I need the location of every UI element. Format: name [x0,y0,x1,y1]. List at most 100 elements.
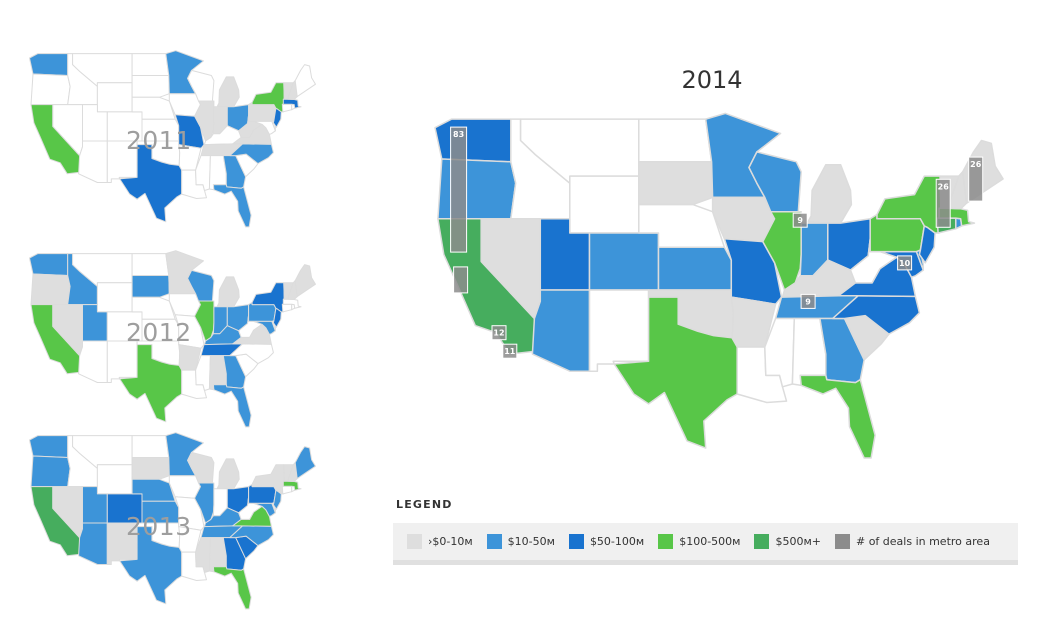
metro-count-san-diego: 11 [504,347,516,356]
state-me [294,264,316,298]
state-ct [281,485,293,495]
state-ms [195,355,211,391]
state-or [30,455,71,488]
legend-label: $100-500м [679,535,741,548]
legend-item-0: ›$0-10м [407,534,473,549]
state-nd [638,118,713,163]
state-ms [195,155,211,191]
legend-title: LEGEND [396,498,453,511]
state-tx [119,144,183,223]
state-ms [764,317,796,388]
state-nm [588,289,650,372]
state-sd [131,75,170,98]
legend-item-2: $50-100м [568,534,645,549]
metro-marker-san-diego: 11 [502,343,518,359]
legend-swatch [407,534,422,549]
metro-count-seattle: 83 [453,130,464,139]
state-sd [131,457,170,480]
state-mi [216,276,240,308]
metro-count-washington-dc: 10 [899,259,911,268]
legend-label: $500м+ [775,535,821,548]
legend-label: $10-50м [507,535,555,548]
legend-swatch [568,534,584,549]
map-2013: 2013 [28,432,318,614]
state-pa [869,213,926,253]
metro-marker-sf-bay [453,266,469,294]
legend-item-1: $10-50м [486,534,555,549]
state-fl [212,384,252,428]
state-ma [282,298,302,309]
legend-label: # of deals in metro area [855,535,990,548]
metro-count-los-angeles: 12 [493,329,504,338]
state-nm [106,340,138,383]
state-pa [248,483,277,504]
state-me [294,446,316,480]
state-nd [131,53,170,76]
legend-swatch [834,534,850,549]
state-or [30,73,71,106]
metro-marker-new-york: 26 [935,178,951,228]
year-label-2012: 2012 [126,318,192,347]
state-az [78,340,108,383]
year-label-2011: 2011 [126,126,192,155]
metro-marker-seattle: 83 [450,126,468,253]
state-sd [131,275,170,298]
legend-label: $50-100м [589,535,645,548]
state-co [588,232,660,291]
legend-swatch [658,534,674,549]
metro-count-chicago: 9 [797,216,803,225]
metro-count-boston: 26 [970,160,982,169]
state-or [437,158,517,220]
state-ia [711,196,776,243]
state-ks [657,246,733,291]
state-fl [212,184,252,228]
state-az [531,289,591,372]
state-wa [434,118,512,163]
year-label-2013: 2013 [126,512,192,541]
state-fl [212,566,252,610]
state-ct [281,103,293,113]
state-sd [638,161,714,206]
metro-count-new-york: 26 [938,182,950,191]
legend-item-4: $500м+ [754,534,821,549]
legend-item-5: # of deals in metro area [834,534,990,549]
metro-marker-washington-dc: 10 [897,255,913,271]
state-ma [282,98,302,109]
metro-marker-chicago: 9 [792,212,808,228]
map-2012: 2012 [28,250,318,432]
state-az [78,140,108,183]
state-nd [131,253,170,276]
year-label-2014: 2014 [681,66,743,94]
map-2014: 83 12 11 9 9 10 26 26 [432,112,1008,468]
state-pa [248,301,277,322]
state-ct [281,303,293,313]
state-tx [119,526,183,605]
state-wa [29,53,69,76]
metro-count-nashville: 9 [805,297,811,306]
state-or [30,273,71,306]
state-ma [282,480,302,491]
state-mi [216,458,240,490]
legend-swatch [754,534,770,549]
legend-label: ›$0-10м [428,535,473,548]
legend-swatch [486,534,502,549]
state-fl [799,374,876,459]
metro-marker-los-angeles: 12 [491,325,507,341]
state-pa [248,101,277,122]
state-ms [195,537,211,573]
state-wy [96,82,133,113]
state-wa [29,435,69,458]
state-wa [29,253,69,276]
state-wy [569,175,640,234]
state-wy [96,282,133,313]
state-tx [119,344,183,423]
state-wy [96,464,133,495]
metro-marker-boston: 26 [968,156,984,202]
state-me [294,64,316,98]
legend-item-3: $100-500м [658,534,740,549]
state-nd [131,435,170,458]
map-2011: 2011 [28,50,318,232]
state-az [78,522,108,565]
state-mi [807,163,853,224]
state-mi [216,76,240,108]
